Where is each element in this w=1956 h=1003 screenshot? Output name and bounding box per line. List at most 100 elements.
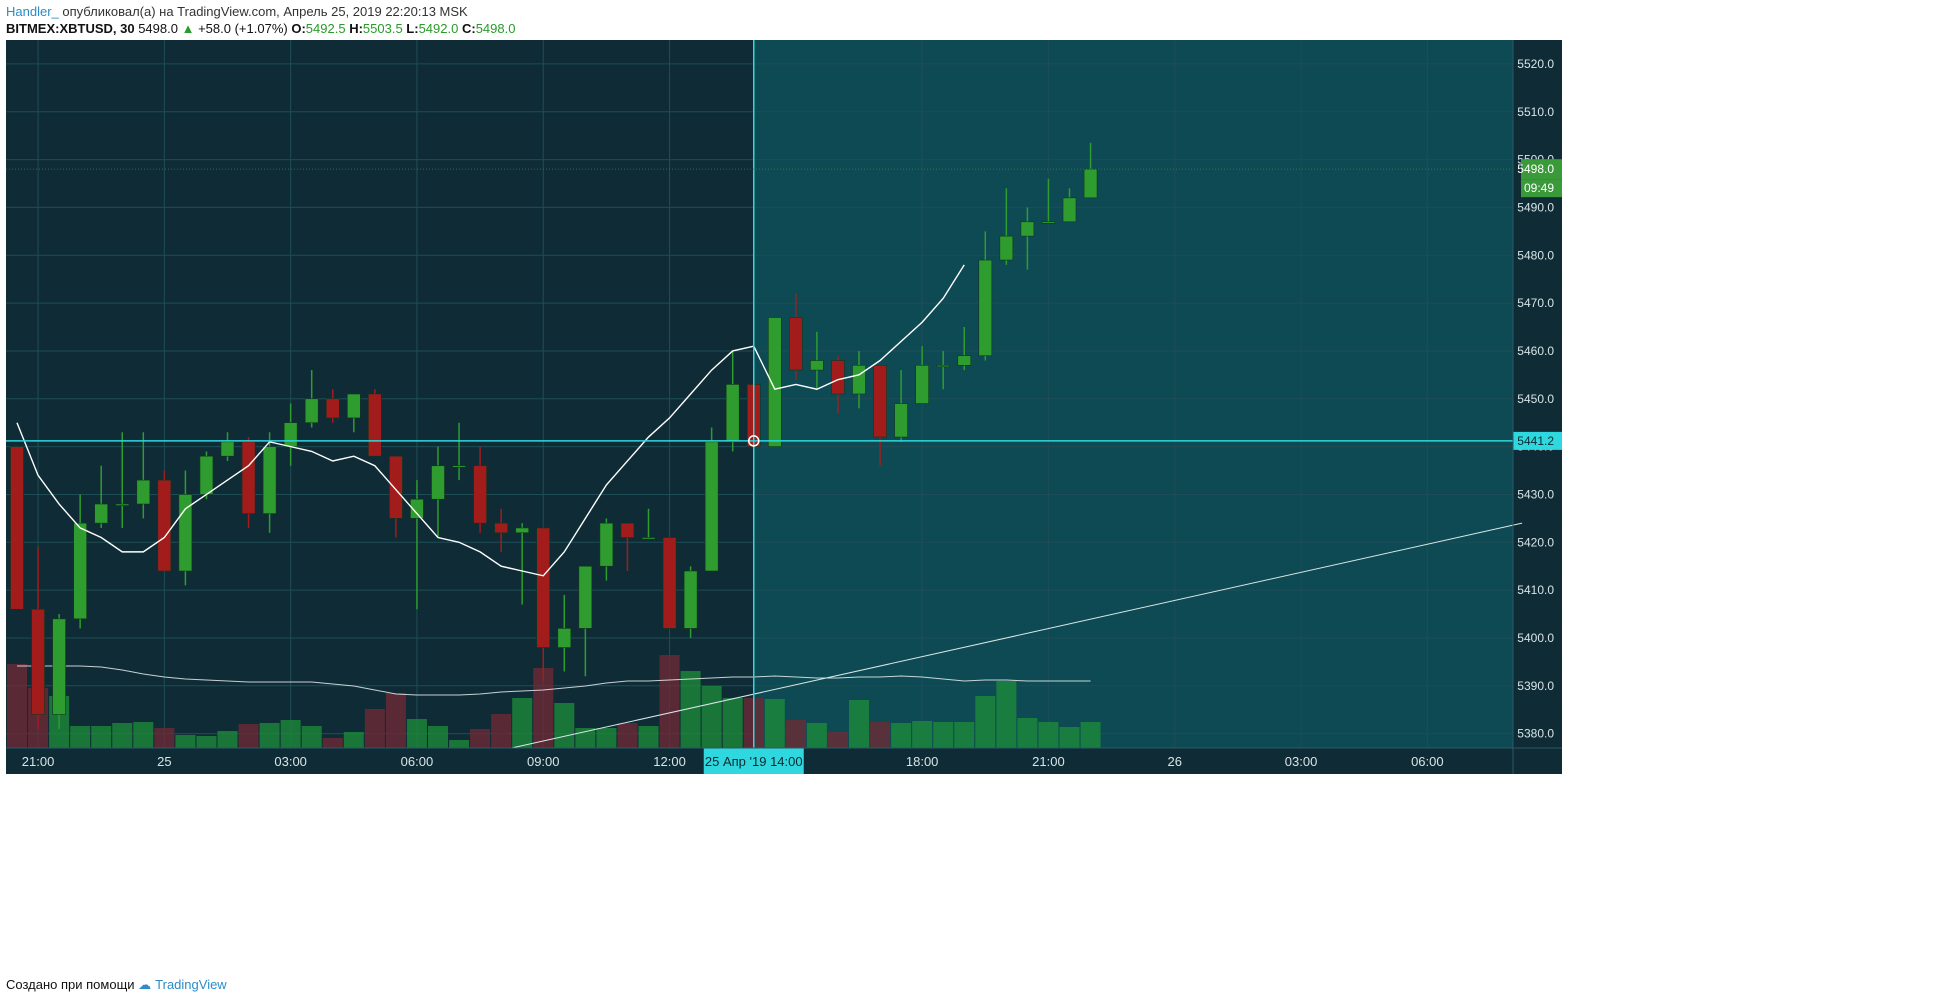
time-tick-label: 26 bbox=[1168, 754, 1182, 769]
volume-bar bbox=[196, 736, 217, 748]
price-tick-label: 5390.0 bbox=[1517, 679, 1554, 693]
volume-bar bbox=[406, 719, 427, 748]
price-tick-label: 5380.0 bbox=[1517, 727, 1554, 741]
moving-average-line bbox=[16, 264, 965, 577]
low-value: 5492.0 bbox=[418, 21, 459, 36]
volume-bar bbox=[533, 668, 554, 748]
volume-bar bbox=[280, 720, 301, 748]
volume-bar bbox=[827, 732, 848, 748]
time-tick-label: 12:00 bbox=[653, 754, 686, 769]
candle-body bbox=[915, 364, 929, 404]
candle-body bbox=[536, 527, 551, 648]
volume-bar bbox=[470, 729, 491, 748]
candle-body bbox=[473, 465, 487, 524]
volume-bar bbox=[1080, 722, 1101, 748]
low-label: L: bbox=[406, 21, 419, 36]
candle-body bbox=[578, 565, 593, 629]
time-tick-label: 09:00 bbox=[527, 754, 560, 769]
time-tick-label: 18:00 bbox=[906, 754, 939, 769]
volume-bar bbox=[154, 728, 175, 748]
volume-bar bbox=[343, 732, 364, 748]
candle-body bbox=[852, 364, 866, 395]
price-tick-label: 5480.0 bbox=[1517, 248, 1554, 262]
volume-bar bbox=[933, 722, 954, 748]
time-tick-label: 06:00 bbox=[1411, 754, 1444, 769]
volume-bar bbox=[1038, 722, 1059, 748]
candle-body bbox=[1083, 168, 1098, 199]
volume-bar bbox=[575, 728, 596, 748]
candle-body bbox=[346, 393, 361, 419]
candle-body bbox=[999, 235, 1014, 261]
price-tick-label: 5410.0 bbox=[1517, 583, 1554, 597]
time-tick-label: 25 bbox=[157, 754, 171, 769]
last-price: 5498.0 bbox=[138, 21, 178, 36]
volume-bar bbox=[238, 724, 259, 748]
candle-body bbox=[410, 498, 424, 519]
volume-bar bbox=[996, 681, 1017, 748]
candle-body bbox=[557, 628, 572, 648]
candle-body bbox=[31, 608, 45, 715]
volume-bar bbox=[70, 726, 91, 748]
candle-body bbox=[936, 364, 951, 368]
candle-body bbox=[94, 503, 108, 524]
last-price-label: 5498.0 bbox=[1517, 162, 1554, 176]
candle-body bbox=[957, 355, 972, 366]
volume-bar bbox=[259, 723, 280, 748]
tradingview-logo-icon: ☁ bbox=[138, 977, 152, 992]
candle-body bbox=[873, 364, 887, 438]
volume-bar bbox=[301, 726, 322, 748]
volume-bar bbox=[322, 738, 343, 748]
candle-body bbox=[157, 479, 172, 572]
crosshair-date-tag bbox=[703, 748, 804, 774]
volume-ma-line bbox=[17, 665, 1091, 696]
time-tick-label: 21:00 bbox=[22, 754, 55, 769]
volume-bar bbox=[870, 722, 891, 748]
volume-bar bbox=[638, 726, 659, 748]
footer-text: Создано при помощи bbox=[6, 977, 135, 992]
crosshair-point bbox=[748, 435, 760, 447]
candle-body bbox=[136, 479, 151, 505]
time-tick-label: 06:00 bbox=[401, 754, 434, 769]
candle-body bbox=[283, 422, 298, 447]
price-tick-label: 5460.0 bbox=[1517, 344, 1554, 358]
plot-bg-right bbox=[753, 40, 1513, 748]
price-tick-label: 5400.0 bbox=[1517, 631, 1554, 645]
volume-bar bbox=[175, 735, 196, 748]
countdown-label: 09:49 bbox=[1524, 181, 1554, 195]
price-chart[interactable]: 5380.05390.05400.05410.05420.05430.05440… bbox=[0, 40, 1956, 972]
candle-body bbox=[368, 393, 382, 457]
time-tick-label: 03:00 bbox=[274, 754, 307, 769]
candle-body bbox=[220, 441, 235, 457]
crosshair-date-label: 25 Апр '19 14:00 bbox=[705, 754, 803, 769]
volume-bar bbox=[849, 700, 869, 748]
volume-bar bbox=[449, 740, 470, 748]
trend-line bbox=[511, 522, 1523, 749]
volume-bar bbox=[364, 709, 385, 748]
open-value: 5492.5 bbox=[305, 21, 346, 36]
volume-bar bbox=[133, 722, 154, 748]
candle-body bbox=[515, 527, 530, 534]
volume-bar bbox=[891, 723, 912, 748]
last-price-tag bbox=[1521, 159, 1562, 180]
candle-body bbox=[978, 259, 993, 357]
volume-bar bbox=[491, 714, 512, 748]
crosshair-price-tag bbox=[1513, 431, 1562, 450]
price-tick-label: 5420.0 bbox=[1517, 535, 1554, 549]
candle-body bbox=[241, 441, 256, 514]
volume-bar bbox=[701, 686, 722, 748]
candle-body bbox=[810, 360, 824, 371]
volume-bar bbox=[617, 723, 638, 748]
candle-body bbox=[431, 465, 445, 500]
candle-body bbox=[1062, 197, 1077, 223]
candle-body bbox=[831, 360, 845, 395]
candle-body bbox=[620, 522, 635, 538]
crosshair-price-label: 5441.2 bbox=[1517, 434, 1554, 448]
high-value: 5503.5 bbox=[362, 21, 403, 36]
tradingview-link[interactable]: TradingView bbox=[155, 977, 227, 992]
author-link[interactable]: Handler_ bbox=[6, 4, 59, 19]
candle-body bbox=[73, 522, 87, 620]
volume-bar bbox=[217, 731, 238, 748]
volume-bar bbox=[512, 698, 533, 748]
publish-info: Handler_ опубликовал(а) на TradingView.c… bbox=[6, 4, 468, 19]
volume-bar bbox=[975, 696, 996, 748]
